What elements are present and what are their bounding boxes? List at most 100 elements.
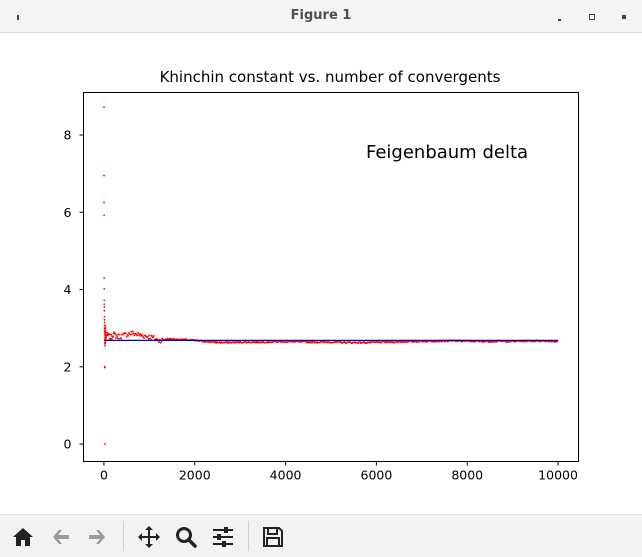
- data-point: [114, 332, 117, 335]
- toolbar-separator: [248, 521, 249, 551]
- data-point: [117, 333, 120, 336]
- chart-annotation: Feigenbaum delta: [366, 142, 528, 163]
- maximize-button[interactable]: [585, 10, 599, 24]
- data-point: [159, 341, 162, 344]
- data-point: [104, 338, 107, 340]
- chart-svg: 0 2000 4000 6000 8000 10000 0 2 4 6 8 Khinchin con…: [64, 68, 579, 483]
- data-point: [110, 333, 113, 336]
- pan-button[interactable]: [136, 524, 162, 550]
- data-point: [103, 321, 106, 324]
- data-point: [129, 333, 132, 336]
- data-point: [149, 338, 152, 341]
- data-point: [156, 338, 159, 341]
- data-point: [150, 334, 153, 337]
- data-point: [124, 332, 127, 335]
- minimize-button[interactable]: [552, 10, 566, 24]
- data-point: [358, 340, 361, 343]
- data-point: [116, 337, 119, 340]
- y-tick-label: 4: [64, 282, 72, 297]
- home-icon: [13, 528, 33, 546]
- data-point: [141, 334, 144, 337]
- data-point: [110, 338, 113, 340]
- data-point: [103, 277, 106, 279]
- data-point: [357, 342, 360, 345]
- floppy-icon: [263, 527, 283, 547]
- x-tick-label: 0: [100, 468, 108, 483]
- data-point: [438, 340, 441, 343]
- back-button[interactable]: [48, 524, 74, 550]
- arrow-right-icon: [89, 530, 105, 544]
- window-titlebar: Figure 1: [0, 0, 642, 33]
- data-point: [105, 335, 108, 338]
- data-point: [131, 330, 134, 333]
- home-button[interactable]: [10, 524, 36, 550]
- data-point: [137, 331, 139, 334]
- data-point: [136, 334, 139, 337]
- data-point: [107, 334, 109, 337]
- data-point: [103, 106, 105, 109]
- data-point: [131, 333, 133, 336]
- figure-canvas[interactable]: 0 2000 4000 6000 8000 10000 0 2 4 6 8 Khinchin con…: [0, 34, 642, 514]
- y-tick-label: 0: [64, 437, 72, 452]
- data-point: [114, 336, 117, 339]
- close-button[interactable]: [617, 10, 631, 24]
- magnifier-icon: [176, 527, 197, 548]
- save-button[interactable]: [260, 524, 286, 550]
- arrow-left-icon: [53, 530, 69, 544]
- data-point: [233, 342, 236, 344]
- data-point: [103, 287, 106, 290]
- configure-button[interactable]: [210, 524, 236, 550]
- data-point: [125, 335, 128, 338]
- data-point: [116, 335, 118, 338]
- data-point: [152, 336, 155, 339]
- y-tick-label: 6: [64, 205, 72, 220]
- data-point: [311, 341, 313, 344]
- data-point: [158, 341, 161, 343]
- data-point: [138, 334, 141, 337]
- data-point: [104, 325, 107, 328]
- x-tick-label: 6000: [361, 468, 393, 483]
- data-point: [120, 337, 123, 340]
- data-point: [441, 340, 444, 343]
- data-point: [118, 337, 120, 340]
- x-tick-label: 10000: [538, 468, 578, 483]
- data-point: [104, 333, 107, 335]
- data-point: [104, 329, 107, 332]
- data-point: [267, 341, 270, 344]
- data-point: [103, 366, 106, 369]
- chart-title: Khinchin constant vs. number of converge…: [160, 68, 501, 86]
- data-point: [226, 340, 229, 343]
- forward-button[interactable]: [84, 524, 110, 550]
- y-tick-label: 2: [64, 359, 72, 374]
- data-point: [103, 214, 106, 217]
- data-point: [103, 318, 106, 321]
- data-point: [104, 344, 106, 347]
- data-point: [132, 332, 135, 335]
- data-point: [104, 342, 106, 345]
- data-point: [112, 335, 114, 338]
- data-point: [143, 337, 145, 339]
- data-point: [147, 337, 150, 340]
- data-point: [108, 333, 111, 336]
- data-point: [104, 331, 107, 333]
- data-point: [256, 341, 259, 344]
- data-point: [137, 333, 140, 336]
- data-point: [309, 341, 312, 344]
- data-point: [118, 333, 121, 336]
- y-tick-label: 8: [64, 128, 72, 143]
- data-point: [103, 303, 106, 306]
- toolbar-separator: [123, 521, 124, 551]
- move-icon: [138, 526, 160, 548]
- data-point: [525, 340, 528, 343]
- data-point: [127, 334, 130, 337]
- navigation-toolbar: [0, 514, 642, 557]
- data-point: [103, 306, 106, 308]
- window-title: Figure 1: [290, 8, 352, 23]
- data-point: [103, 315, 106, 318]
- data-point: [148, 334, 151, 337]
- data-point: [128, 332, 130, 334]
- data-point: [146, 335, 149, 338]
- x-tick-label: 4000: [270, 468, 302, 483]
- sliders-icon: [213, 527, 233, 547]
- zoom-button[interactable]: [173, 524, 199, 550]
